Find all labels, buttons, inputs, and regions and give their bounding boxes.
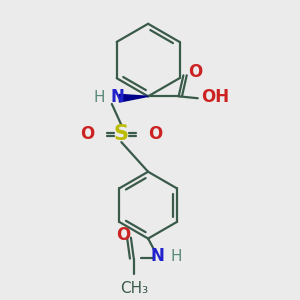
Text: S: S bbox=[114, 124, 129, 144]
Text: H: H bbox=[94, 90, 105, 105]
Text: OH: OH bbox=[202, 88, 230, 106]
Text: O: O bbox=[148, 124, 162, 142]
Text: N: N bbox=[111, 88, 125, 106]
Text: O: O bbox=[116, 226, 130, 244]
Text: N: N bbox=[151, 247, 165, 265]
Text: H: H bbox=[170, 249, 182, 264]
Polygon shape bbox=[119, 94, 148, 102]
Text: CH₃: CH₃ bbox=[120, 280, 148, 296]
Text: O: O bbox=[188, 64, 202, 82]
Text: O: O bbox=[80, 124, 94, 142]
